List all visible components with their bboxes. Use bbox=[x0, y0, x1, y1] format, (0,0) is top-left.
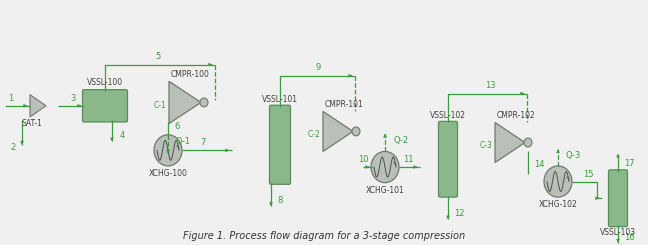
Text: 14: 14 bbox=[534, 160, 544, 169]
Text: 4: 4 bbox=[120, 131, 125, 140]
Text: 7: 7 bbox=[200, 138, 205, 147]
Text: 1: 1 bbox=[8, 94, 13, 102]
Text: CMPR-101: CMPR-101 bbox=[325, 100, 364, 109]
FancyBboxPatch shape bbox=[82, 90, 128, 122]
Polygon shape bbox=[495, 122, 525, 163]
Text: CMPR-100: CMPR-100 bbox=[171, 70, 210, 79]
Text: VSSL-101: VSSL-101 bbox=[262, 95, 298, 104]
Text: 6: 6 bbox=[174, 122, 179, 132]
Circle shape bbox=[524, 138, 532, 147]
Circle shape bbox=[154, 135, 182, 166]
Text: 15: 15 bbox=[583, 170, 594, 179]
FancyBboxPatch shape bbox=[608, 170, 627, 227]
Text: 2: 2 bbox=[10, 143, 16, 151]
Circle shape bbox=[352, 127, 360, 136]
Polygon shape bbox=[169, 81, 201, 124]
Text: 5: 5 bbox=[155, 52, 160, 61]
FancyBboxPatch shape bbox=[439, 121, 457, 197]
Text: VSSL-100: VSSL-100 bbox=[87, 78, 123, 87]
Circle shape bbox=[544, 166, 572, 197]
Polygon shape bbox=[30, 95, 46, 117]
Text: CMPR-102: CMPR-102 bbox=[497, 111, 536, 120]
Circle shape bbox=[371, 151, 399, 183]
Text: Figure 1. Process flow diagram for a 3-stage compression: Figure 1. Process flow diagram for a 3-s… bbox=[183, 231, 465, 241]
Text: SAT-1: SAT-1 bbox=[21, 119, 42, 128]
Text: 11: 11 bbox=[403, 155, 413, 164]
Text: VSSL-103: VSSL-103 bbox=[600, 228, 636, 237]
Text: XCHG-101: XCHG-101 bbox=[365, 186, 404, 195]
FancyBboxPatch shape bbox=[270, 105, 290, 184]
Text: XCHG-100: XCHG-100 bbox=[148, 169, 187, 178]
Text: 9: 9 bbox=[315, 63, 320, 73]
Text: 13: 13 bbox=[485, 81, 496, 90]
Text: VSSL-102: VSSL-102 bbox=[430, 111, 466, 120]
Text: C-2: C-2 bbox=[307, 130, 320, 139]
Text: Q-2: Q-2 bbox=[393, 136, 408, 145]
Text: 8: 8 bbox=[277, 196, 283, 205]
Text: 12: 12 bbox=[454, 209, 465, 218]
Text: 10: 10 bbox=[358, 155, 369, 164]
Text: C-3: C-3 bbox=[479, 141, 492, 150]
Text: XCHG-102: XCHG-102 bbox=[538, 200, 577, 209]
Text: Q-1: Q-1 bbox=[176, 137, 191, 146]
Text: 3: 3 bbox=[70, 94, 75, 102]
Circle shape bbox=[200, 98, 208, 107]
Polygon shape bbox=[323, 111, 353, 151]
Text: 17: 17 bbox=[624, 159, 634, 168]
Text: Q-3: Q-3 bbox=[566, 151, 581, 160]
Text: 16: 16 bbox=[624, 233, 634, 242]
Text: C-1: C-1 bbox=[153, 101, 166, 110]
